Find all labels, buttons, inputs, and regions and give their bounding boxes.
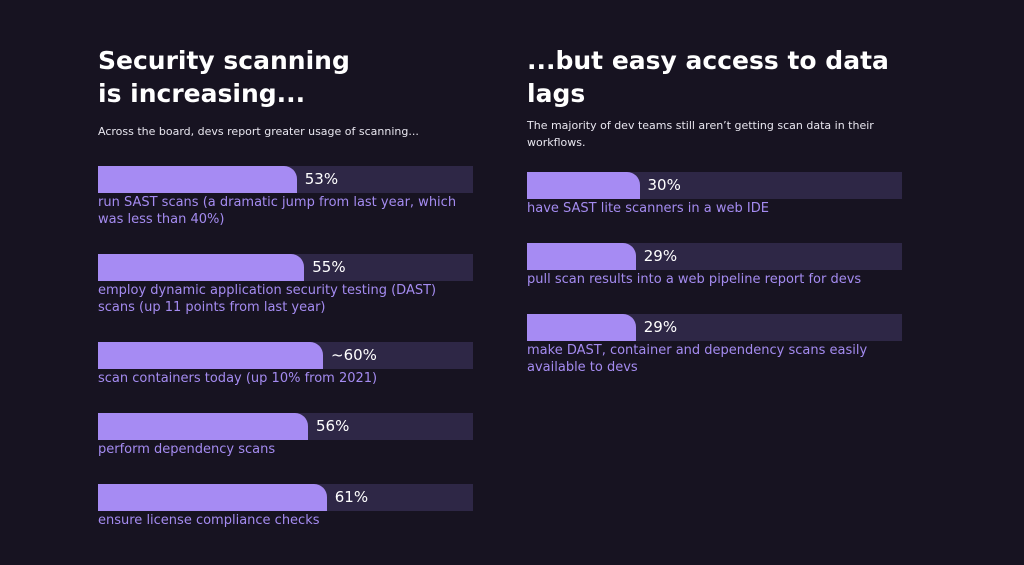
bar-row: 55% employ dynamic application security t…: [98, 254, 473, 316]
bar: [527, 172, 640, 199]
bar-row: 61% ensure license compliance checks: [98, 484, 473, 529]
value-label: ~60%: [331, 346, 377, 364]
bar-row: 30% have SAST lite scanners in a web IDE: [527, 172, 907, 217]
value-label: 61%: [334, 488, 369, 506]
value-label: 29%: [643, 247, 678, 265]
panel: Security scanning is increasing... Acros…: [98, 44, 473, 555]
bar-row: 56% perform dependency scans: [98, 413, 473, 458]
value-label: 30%: [647, 176, 681, 194]
bar: [98, 413, 308, 440]
title: Security scanning is increasing...: [98, 46, 350, 108]
bar: [98, 166, 297, 193]
title: ...but easy access to data lags: [527, 46, 889, 108]
bar-track: 56%: [98, 413, 473, 440]
bar-track: 61%: [98, 484, 473, 511]
category-label: make DAST, container and dependency scan…: [527, 343, 868, 375]
bar-track: 30%: [527, 172, 902, 199]
category-label: perform dependency scans: [98, 442, 276, 457]
bar-row: 29% make DAST, container and dependency s…: [527, 314, 907, 376]
value-label: 55%: [312, 258, 346, 276]
bar-row: 29% pull scan results into a web pipeline…: [527, 243, 907, 288]
bar-track: 29%: [527, 314, 902, 341]
bar: [98, 484, 327, 511]
bar-track: 55%: [98, 254, 473, 281]
subtitle: The majority of dev teams still aren’t g…: [527, 119, 874, 149]
value-label: 29%: [643, 318, 678, 336]
bar: [98, 254, 305, 281]
value-label: 56%: [316, 417, 350, 435]
panel: ...but easy access to data lags The majo…: [527, 44, 907, 402]
bar: [98, 342, 323, 369]
bar: [527, 243, 636, 270]
category-label: employ dynamic application security test…: [98, 283, 437, 315]
category-label: have SAST lite scanners in a web IDE: [527, 201, 769, 216]
subtitle: Across the board, devs report greater us…: [98, 125, 419, 138]
bar: [527, 314, 636, 341]
bar-track: 29%: [527, 243, 902, 270]
bar-track: ~60%: [98, 342, 473, 369]
bar-row: ~60% scan containers today (up 10% from 2…: [98, 342, 473, 387]
category-label: run SAST scans (a dramatic jump from las…: [98, 195, 457, 227]
category-label: ensure license compliance checks: [98, 513, 320, 528]
bar-row: 53% run SAST scans (a dramatic jump from …: [98, 166, 473, 228]
value-label: 53%: [304, 170, 339, 188]
category-label: pull scan results into a web pipeline re…: [527, 272, 862, 287]
bar-list: 53% run SAST scans (a dramatic jump from …: [98, 166, 473, 529]
bar-list: 30% have SAST lite scanners in a web IDE 2…: [527, 172, 907, 376]
bar-track: 53%: [98, 166, 473, 193]
category-label: scan containers today (up 10% from 2021): [98, 371, 378, 386]
